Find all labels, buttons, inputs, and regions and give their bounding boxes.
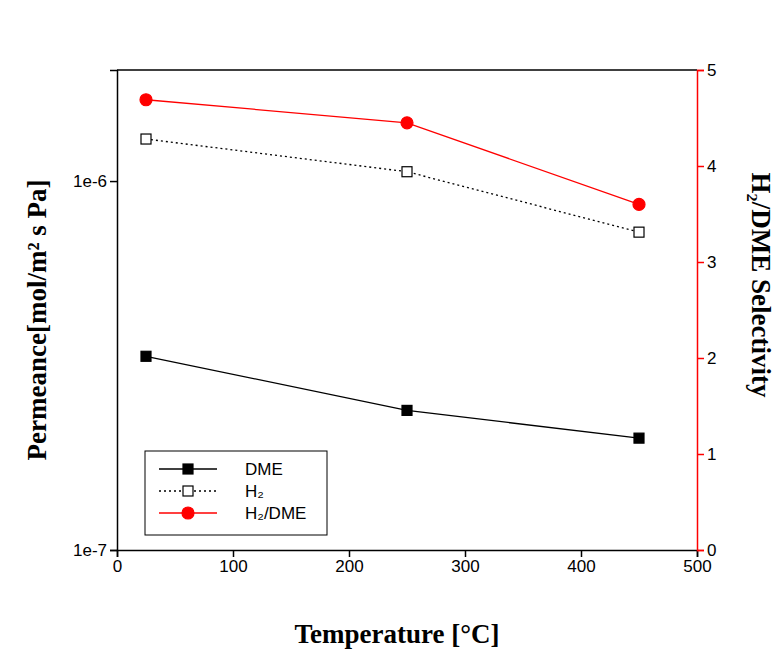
tick-label: 3 (707, 253, 716, 272)
tick: 0 (697, 541, 716, 560)
y-axis-line (110, 71, 118, 551)
tick-label: 200 (335, 557, 363, 576)
tick-mark (581, 550, 583, 557)
tick-mark (110, 550, 117, 552)
tick: 4 (697, 157, 716, 176)
tick-mark (697, 70, 704, 72)
data-point (401, 117, 413, 129)
series-line (146, 356, 639, 438)
chart: 01002003004005001e-71e-6012345Temperatur… (0, 0, 780, 657)
series-line (146, 100, 639, 205)
x-axis-line (118, 551, 698, 558)
tick: 5 (697, 61, 716, 80)
tick-label: 4 (707, 157, 716, 176)
legend-box (145, 451, 327, 535)
legend-marker (182, 507, 194, 519)
tick: 0 (113, 550, 122, 576)
tick-label: 300 (451, 557, 479, 576)
tick-label: 1 (707, 445, 716, 464)
data-point (141, 351, 151, 361)
tick: 2 (697, 349, 716, 368)
tick: 100 (219, 550, 247, 576)
data-point (141, 134, 151, 144)
legend: DME H₂ H₂/DME (145, 451, 327, 535)
data-point (140, 94, 152, 106)
y-axis-title: Permeance[mol/m² s Pa] (22, 180, 52, 461)
tick-mark (697, 550, 704, 552)
legend-marker (183, 486, 193, 496)
legend-label: H₂ (245, 482, 264, 501)
tick-label: 0 (113, 557, 122, 576)
plot-area (140, 94, 645, 443)
data-point (633, 198, 645, 210)
tick-label: 0 (707, 541, 716, 560)
tick-mark (465, 550, 467, 557)
series-line (146, 139, 639, 232)
plot-frame (117, 69, 697, 71)
legend-label: DME (245, 460, 283, 479)
tick: 300 (451, 550, 479, 576)
data-point (402, 405, 412, 415)
tick-label: 1e-7 (73, 541, 107, 560)
tick-label: 2 (707, 349, 716, 368)
tick: 400 (567, 550, 595, 576)
tick-mark (349, 550, 351, 557)
tick-label: 1e-6 (73, 172, 107, 191)
tick-label: 400 (567, 557, 595, 576)
legend-marker (183, 464, 193, 474)
data-point (634, 433, 644, 443)
tick-mark (233, 550, 235, 557)
data-point (634, 227, 644, 237)
tick: 1e-6 (73, 172, 117, 191)
tick-label: 100 (219, 557, 247, 576)
tick: 1 (697, 445, 716, 464)
x-axis: 0100200300400500 (113, 550, 712, 576)
tick: 200 (335, 550, 363, 576)
y-axis: 1e-7 1e-6 (73, 71, 118, 560)
y2-axis: 0 1 2 3 4 5 (697, 61, 716, 560)
tick-mark (697, 358, 704, 360)
data-point (402, 167, 412, 177)
tick-mark (697, 454, 704, 456)
tick-mark (697, 262, 704, 264)
y2-axis-line (698, 71, 705, 551)
tick-mark (697, 166, 704, 168)
tick-mark (110, 181, 117, 183)
tick: 1e-7 (73, 541, 117, 560)
tick: 3 (697, 253, 716, 272)
x-axis-title: Temperature [°C] (294, 619, 499, 649)
legend-label: H₂/DME (245, 504, 306, 523)
y2-axis-title: H₂/DME Selectivity (746, 173, 776, 398)
tick-label: 5 (707, 61, 716, 80)
